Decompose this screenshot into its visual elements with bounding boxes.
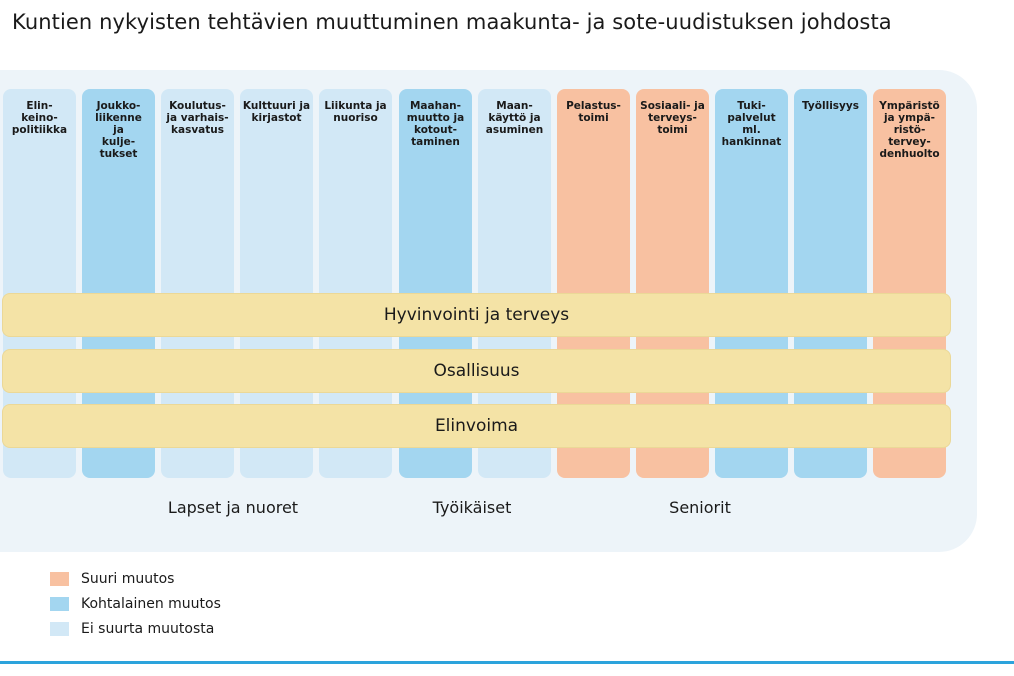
task-column-label: Koulutus- ja varhais- kasvatus	[166, 100, 229, 136]
theme-band: Osallisuus	[2, 349, 951, 393]
legend-swatch	[50, 572, 69, 586]
task-column-label: Liikunta ja nuoriso	[324, 100, 387, 124]
legend-item: Suuri muutos	[50, 571, 174, 587]
task-column-label: Sosiaali- ja terveys- toimi	[640, 100, 705, 136]
task-column-label: Joukko- liikenne ja kulje- tukset	[95, 100, 142, 160]
legend-swatch	[50, 597, 69, 611]
chart-title: Kuntien nykyisten tehtävien muuttuminen …	[12, 10, 892, 34]
task-column-label: Pelastus- toimi	[566, 100, 621, 124]
theme-band: Hyvinvointi ja terveys	[2, 293, 951, 337]
age-group-label: Työikäiset	[432, 498, 512, 517]
task-column-label: Kulttuuri ja kirjastot	[242, 100, 311, 124]
age-group-label: Lapset ja nuoret	[167, 498, 299, 517]
bottom-rule	[0, 661, 1014, 664]
task-column-label: Elin- keino- politiikka	[11, 100, 68, 136]
age-group-label: Seniorit	[669, 498, 731, 517]
legend-label: Ei suurta muutosta	[81, 621, 215, 637]
legend-swatch	[50, 622, 69, 636]
legend-item: Ei suurta muutosta	[50, 621, 214, 637]
task-column-label: Maahan- muutto ja kotout- taminen	[406, 100, 465, 148]
legend-label: Kohtalainen muutos	[81, 596, 221, 612]
task-column-label: Maan- käyttö ja asuminen	[485, 100, 544, 136]
legend-label: Suuri muutos	[81, 571, 175, 587]
task-column-label: Työllisyys	[802, 100, 859, 112]
theme-band: Elinvoima	[2, 404, 951, 448]
task-column-label: Ympäristö ja ympä- ristö- tervey- denhuo…	[879, 100, 940, 160]
legend-item: Kohtalainen muutos	[50, 596, 221, 612]
task-column-label: Tuki- palvelut ml. hankinnat	[721, 100, 782, 148]
